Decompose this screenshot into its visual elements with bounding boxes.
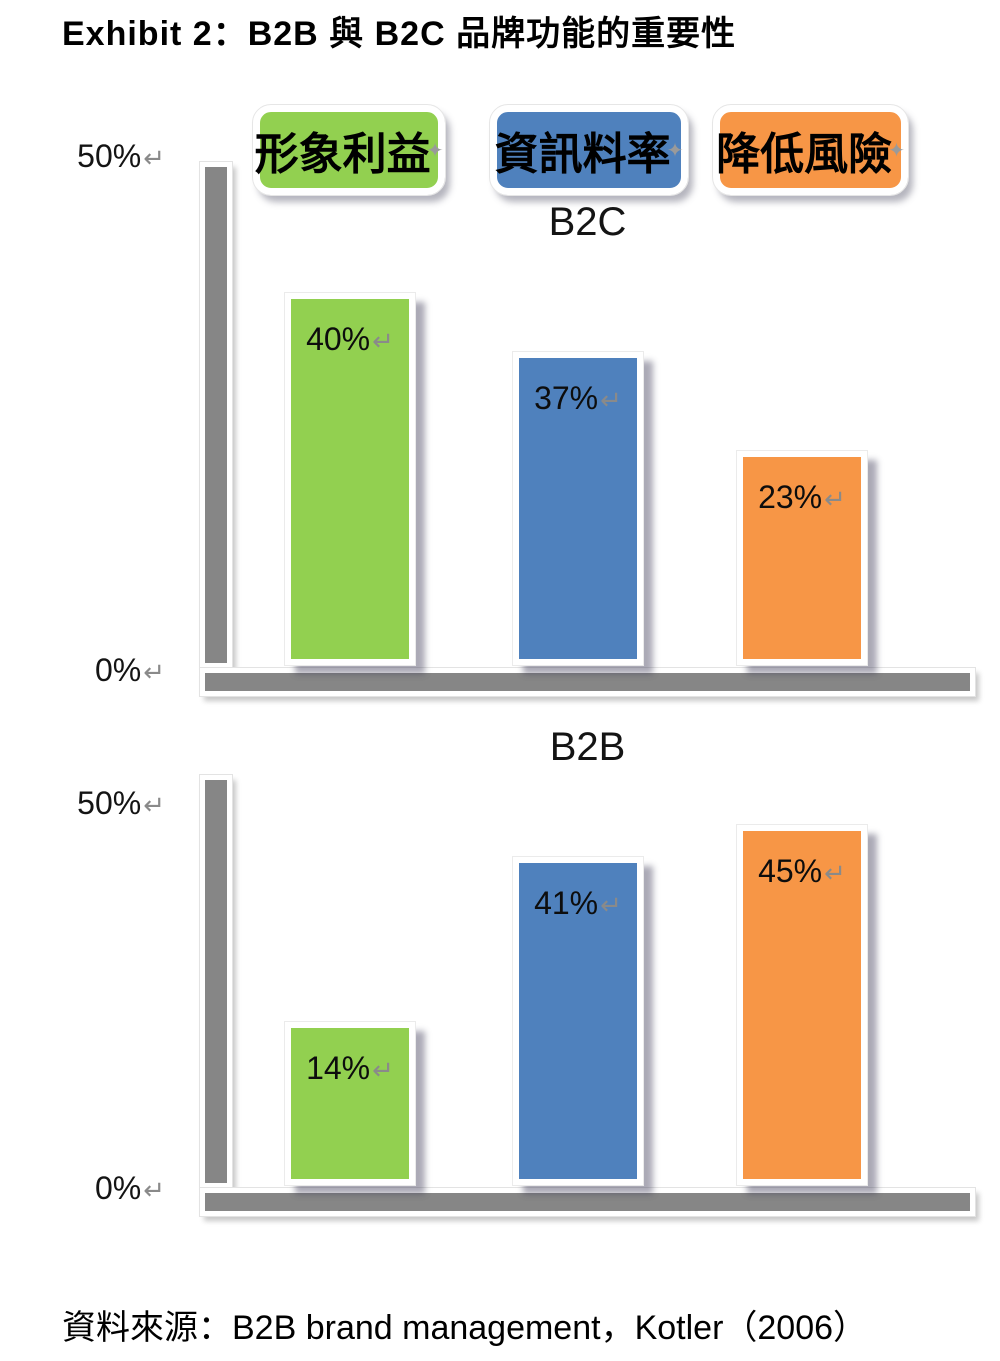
return-mark-icon: ↵ [143,657,165,687]
b2c-chart-title: B2C [548,200,627,244]
b2c-value-information-rate: 37% [534,380,599,416]
return-mark-icon: ↵ [824,858,846,888]
source-citation: 資料來源：B2B brand management，Kotler（2006） [62,1309,868,1347]
b2c-bar-label-risk-reduction: 23%↵ [758,479,846,516]
b2b-bar-label-information-rate: 41%↵ [534,885,622,922]
return-mark-icon: ↵ [143,1175,165,1205]
legend-label-image-benefit: 形象利益 [254,130,431,179]
anchor-mark-icon: ✦ [426,139,444,162]
return-mark-icon: ↵ [372,326,394,356]
b2b-y-axis-bar [199,774,233,1189]
legend-label-risk-reduction: 降低風險 [716,130,893,179]
b2b-chart-title: B2B [549,725,626,769]
legend-item-image-benefit: 形象利益 ✦ [252,104,446,196]
b2c-bar-image-benefit: 40%↵ [284,292,416,666]
return-mark-icon: ↵ [824,484,846,514]
b2b-ytick-50-value: 50% [77,785,142,821]
return-mark-icon: ↵ [143,143,165,173]
b2c-value-image-benefit: 40% [306,321,371,357]
b2c-bar-label-information-rate: 37%↵ [534,380,622,417]
anchor-mark-icon: ✦ [888,139,905,162]
b2b-bar-label-image-benefit: 14%↵ [306,1050,394,1087]
b2c-ytick-50-value: 50% [77,138,142,174]
legend-label-information-rate: 資訊料率 [494,130,671,179]
b2c-ytick-50: 50%↵ [40,138,165,175]
return-mark-icon: ↵ [372,1055,394,1085]
b2c-y-axis-bar [199,161,233,669]
legend-item-risk-reduction: 降低風險 ✦ [712,104,909,196]
b2b-bar-information-rate: 41%↵ [512,856,644,1186]
b2b-value-risk-reduction: 45% [758,853,823,889]
b2b-bar-label-risk-reduction: 45%↵ [758,853,846,890]
b2b-x-axis-bar [199,1187,976,1217]
b2c-ytick-0-value: 0% [94,652,142,688]
b2b-ytick-0: 0%↵ [40,1170,165,1207]
anchor-mark-icon: ✦ [666,139,684,162]
b2c-x-axis-bar [199,667,976,697]
legend-item-information-rate: 資訊料率 ✦ [489,104,689,196]
b2b-value-information-rate: 41% [534,885,599,921]
exhibit-title: Exhibit 2：B2B 與 B2C 品牌功能的重要性 [62,15,737,53]
b2b-ytick-50: 50%↵ [40,785,165,822]
return-mark-icon: ↵ [143,790,165,820]
b2c-bar-label-image-benefit: 40%↵ [306,321,394,358]
b2c-ytick-0: 0%↵ [40,652,165,689]
b2b-ytick-0-value: 0% [94,1170,142,1206]
return-mark-icon: ↵ [600,890,622,920]
b2c-value-risk-reduction: 23% [758,479,823,515]
b2b-bar-risk-reduction: 45%↵ [736,824,868,1186]
b2c-bar-information-rate: 37%↵ [512,351,644,666]
b2c-bar-risk-reduction: 23%↵ [736,450,868,666]
return-mark-icon: ↵ [600,385,622,415]
b2b-bar-image-benefit: 14%↵ [284,1021,416,1186]
b2b-value-image-benefit: 14% [306,1050,371,1086]
